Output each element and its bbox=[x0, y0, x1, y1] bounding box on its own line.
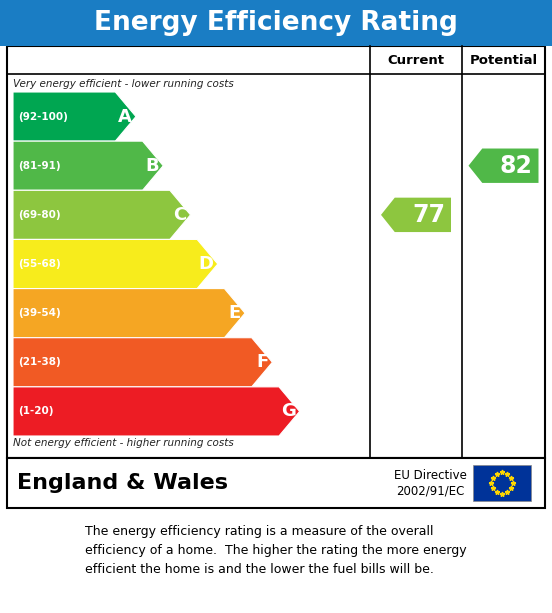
Text: (81-91): (81-91) bbox=[18, 161, 61, 170]
Polygon shape bbox=[13, 92, 136, 141]
Text: F: F bbox=[256, 353, 268, 371]
Bar bbox=[7, 46, 545, 458]
Text: Energy Efficiency Rating: Energy Efficiency Rating bbox=[94, 10, 458, 36]
Text: (92-100): (92-100) bbox=[18, 112, 68, 121]
Text: (21-38): (21-38) bbox=[18, 357, 61, 367]
Bar bbox=[7, 458, 545, 508]
Text: Very energy efficient - lower running costs: Very energy efficient - lower running co… bbox=[13, 79, 233, 89]
Text: (69-80): (69-80) bbox=[18, 210, 61, 220]
Polygon shape bbox=[13, 387, 300, 436]
Text: 77: 77 bbox=[412, 203, 445, 227]
Text: (39-54): (39-54) bbox=[18, 308, 61, 318]
Text: Potential: Potential bbox=[469, 53, 538, 66]
Text: England & Wales: England & Wales bbox=[17, 473, 228, 493]
Polygon shape bbox=[469, 148, 539, 183]
Text: 82: 82 bbox=[500, 154, 533, 178]
Bar bbox=[0, 0, 552, 46]
Text: Not energy efficient - higher running costs: Not energy efficient - higher running co… bbox=[13, 438, 233, 448]
Polygon shape bbox=[13, 240, 218, 289]
Text: Current: Current bbox=[388, 53, 444, 66]
Text: G: G bbox=[281, 402, 296, 421]
Text: EU Directive
2002/91/EC: EU Directive 2002/91/EC bbox=[394, 469, 466, 497]
Text: The energy efficiency rating is a measure of the overall
efficiency of a home.  : The energy efficiency rating is a measur… bbox=[85, 525, 467, 576]
Text: (55-68): (55-68) bbox=[18, 259, 61, 269]
Text: (1-20): (1-20) bbox=[18, 406, 54, 416]
Text: B: B bbox=[146, 157, 159, 175]
Bar bbox=[473, 465, 531, 501]
Polygon shape bbox=[13, 289, 245, 338]
Text: A: A bbox=[118, 107, 132, 126]
Polygon shape bbox=[13, 338, 272, 387]
Polygon shape bbox=[13, 141, 163, 190]
Text: C: C bbox=[173, 206, 187, 224]
Polygon shape bbox=[13, 190, 190, 240]
Text: E: E bbox=[229, 304, 241, 322]
Polygon shape bbox=[381, 197, 451, 232]
Text: D: D bbox=[199, 255, 214, 273]
